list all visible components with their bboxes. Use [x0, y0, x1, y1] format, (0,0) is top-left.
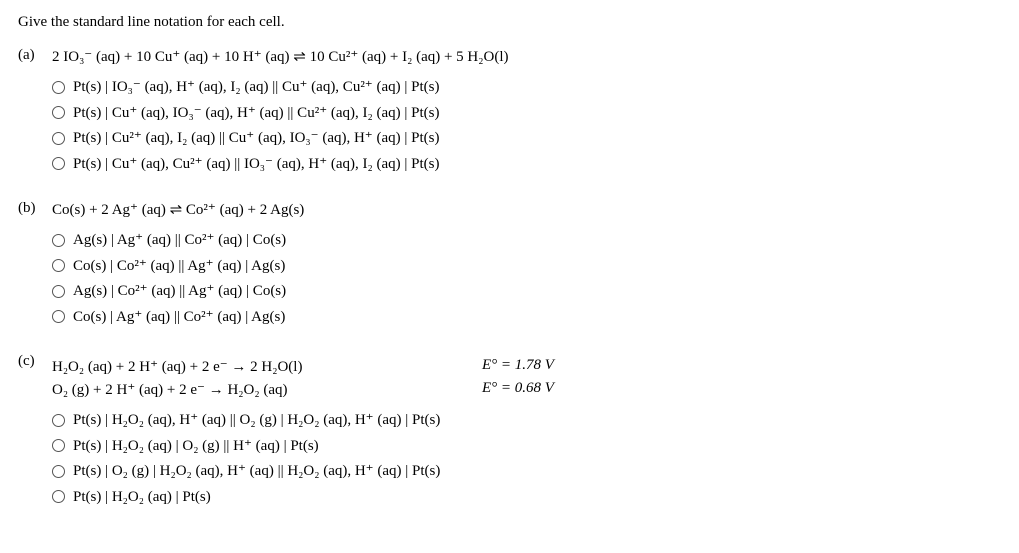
question-prompt: Give the standard line notation for each…: [18, 14, 1001, 31]
eq2-right: E° = 0.68 V: [482, 380, 554, 399]
eq2-left: O₂ (g) + 2 H⁺ (aq) + 2 e⁻ → H₂O₂ (aq): [52, 380, 372, 399]
radio-icon: [52, 132, 65, 145]
part-a-option-1[interactable]: Pt(s) | IO₃⁻ (aq), H⁺ (aq), I₂ (aq) || C…: [52, 76, 1001, 99]
part-b-option-4[interactable]: Co(s) | Ag⁺ (aq) || Co²⁺ (aq) | Ag(s): [52, 306, 1001, 329]
option-text: Pt(s) | O₂ (g) | H₂O₂ (aq), H⁺ (aq) || H…: [73, 460, 440, 483]
radio-icon: [52, 157, 65, 170]
option-text: Pt(s) | H₂O₂ (aq) | Pt(s): [73, 486, 211, 509]
option-text: Co(s) | Ag⁺ (aq) || Co²⁺ (aq) | Ag(s): [73, 306, 285, 329]
part-a: (a) 2 IO₃⁻ (aq) + 10 Cu⁺ (aq) + 10 H⁺ (a…: [18, 47, 1001, 178]
radio-icon: [52, 81, 65, 94]
part-a-equation: 2 IO₃⁻ (aq) + 10 Cu⁺ (aq) + 10 H⁺ (aq) ⇌…: [52, 47, 1001, 66]
part-c-label: (c): [18, 353, 52, 511]
radio-icon: [52, 259, 65, 272]
part-c-option-4[interactable]: Pt(s) | H₂O₂ (aq) | Pt(s): [52, 486, 1001, 509]
part-b-option-3[interactable]: Ag(s) | Co²⁺ (aq) || Ag⁺ (aq) | Co(s): [52, 280, 1001, 303]
part-b-option-1[interactable]: Ag(s) | Ag⁺ (aq) || Co²⁺ (aq) | Co(s): [52, 229, 1001, 252]
part-c-eq1: H₂O₂ (aq) + 2 H⁺ (aq) + 2 e⁻ → 2 H₂O(l) …: [52, 357, 1001, 376]
option-text: Pt(s) | Cu²⁺ (aq), I₂ (aq) || Cu⁺ (aq), …: [73, 127, 439, 150]
part-c-option-2[interactable]: Pt(s) | H₂O₂ (aq) | O₂ (g) || H⁺ (aq) | …: [52, 435, 1001, 458]
part-c: (c) H₂O₂ (aq) + 2 H⁺ (aq) + 2 e⁻ → 2 H₂O…: [18, 353, 1001, 511]
part-a-option-4[interactable]: Pt(s) | Cu⁺ (aq), Cu²⁺ (aq) || IO₃⁻ (aq)…: [52, 153, 1001, 176]
option-text: Ag(s) | Ag⁺ (aq) || Co²⁺ (aq) | Co(s): [73, 229, 286, 252]
option-text: Pt(s) | Cu⁺ (aq), IO₃⁻ (aq), H⁺ (aq) || …: [73, 102, 439, 125]
radio-icon: [52, 465, 65, 478]
radio-icon: [52, 106, 65, 119]
radio-icon: [52, 414, 65, 427]
part-c-options: Pt(s) | H₂O₂ (aq), H⁺ (aq) || O₂ (g) | H…: [52, 409, 1001, 508]
part-a-label: (a): [18, 47, 52, 178]
part-c-option-3[interactable]: Pt(s) | O₂ (g) | H₂O₂ (aq), H⁺ (aq) || H…: [52, 460, 1001, 483]
part-c-option-1[interactable]: Pt(s) | H₂O₂ (aq), H⁺ (aq) || O₂ (g) | H…: [52, 409, 1001, 432]
option-text: Pt(s) | Cu⁺ (aq), Cu²⁺ (aq) || IO₃⁻ (aq)…: [73, 153, 439, 176]
radio-icon: [52, 310, 65, 323]
option-text: Ag(s) | Co²⁺ (aq) || Ag⁺ (aq) | Co(s): [73, 280, 286, 303]
part-b-equation: Co(s) + 2 Ag⁺ (aq) ⇌ Co²⁺ (aq) + 2 Ag(s): [52, 200, 1001, 219]
part-c-eq2: O₂ (g) + 2 H⁺ (aq) + 2 e⁻ → H₂O₂ (aq) E°…: [52, 380, 1001, 399]
part-b-options: Ag(s) | Ag⁺ (aq) || Co²⁺ (aq) | Co(s) Co…: [52, 229, 1001, 328]
option-text: Pt(s) | H₂O₂ (aq) | O₂ (g) || H⁺ (aq) | …: [73, 435, 319, 458]
part-b: (b) Co(s) + 2 Ag⁺ (aq) ⇌ Co²⁺ (aq) + 2 A…: [18, 200, 1001, 331]
eq1-left: H₂O₂ (aq) + 2 H⁺ (aq) + 2 e⁻ → 2 H₂O(l): [52, 357, 372, 376]
part-b-label: (b): [18, 200, 52, 331]
eq1-right: E° = 1.78 V: [482, 357, 554, 376]
option-text: Pt(s) | H₂O₂ (aq), H⁺ (aq) || O₂ (g) | H…: [73, 409, 440, 432]
option-text: Pt(s) | IO₃⁻ (aq), H⁺ (aq), I₂ (aq) || C…: [73, 76, 439, 99]
part-a-option-3[interactable]: Pt(s) | Cu²⁺ (aq), I₂ (aq) || Cu⁺ (aq), …: [52, 127, 1001, 150]
radio-icon: [52, 285, 65, 298]
part-a-option-2[interactable]: Pt(s) | Cu⁺ (aq), IO₃⁻ (aq), H⁺ (aq) || …: [52, 102, 1001, 125]
radio-icon: [52, 490, 65, 503]
option-text: Co(s) | Co²⁺ (aq) || Ag⁺ (aq) | Ag(s): [73, 255, 285, 278]
radio-icon: [52, 439, 65, 452]
part-b-option-2[interactable]: Co(s) | Co²⁺ (aq) || Ag⁺ (aq) | Ag(s): [52, 255, 1001, 278]
part-a-options: Pt(s) | IO₃⁻ (aq), H⁺ (aq), I₂ (aq) || C…: [52, 76, 1001, 175]
radio-icon: [52, 234, 65, 247]
